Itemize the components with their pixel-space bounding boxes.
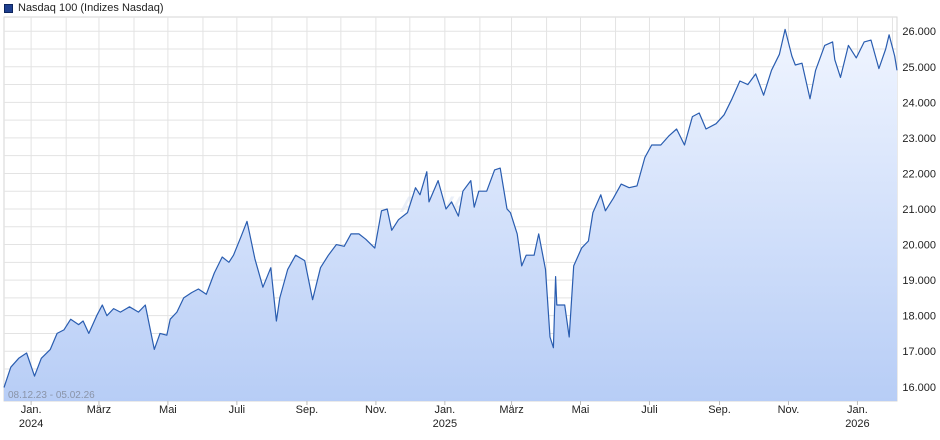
x-tick-label: März [87,404,111,416]
y-tick-label: 17.000 [902,346,936,358]
x-tick-label: Jan. [434,404,455,416]
x-tick-label: Juli [229,404,246,416]
y-tick-label: 16.000 [902,382,936,394]
x-tick-label: Mai [159,404,177,416]
series-area [4,29,897,402]
x-tick-label: Jan. [847,404,868,416]
x-tick-year: 2024 [19,418,43,430]
y-tick-label: 25.000 [902,62,936,74]
x-tick-year: 2026 [845,418,869,430]
y-tick-label: 26.000 [902,26,936,38]
y-tick-label: 22.000 [902,168,936,180]
x-tick-label: März [499,404,523,416]
y-tick-label: 24.000 [902,97,936,109]
x-tick-label: Mai [572,404,590,416]
legend: Nasdaq 100 (Indizes Nasdaq) [4,1,164,15]
y-tick-label: 21.000 [902,204,936,216]
x-tick-label: Nov. [778,404,800,416]
legend-label: Nasdaq 100 (Indizes Nasdaq) [18,2,164,14]
x-tick-label: Juli [641,404,658,416]
x-tick-label: Sep. [708,404,731,416]
date-range-label: 08.12.23 - 05.02.26 [8,390,95,401]
x-tick-label: Nov. [365,404,387,416]
y-tick-label: 19.000 [902,275,936,287]
x-tick-year: 2025 [433,418,457,430]
y-tick-label: 18.000 [902,311,936,323]
x-tick-label: Sep. [296,404,319,416]
legend-swatch [4,3,13,13]
y-tick-label: 20.000 [902,240,936,252]
series-line [3,28,898,388]
y-tick-label: 23.000 [902,133,936,145]
x-tick-label: Jan. [21,404,42,416]
